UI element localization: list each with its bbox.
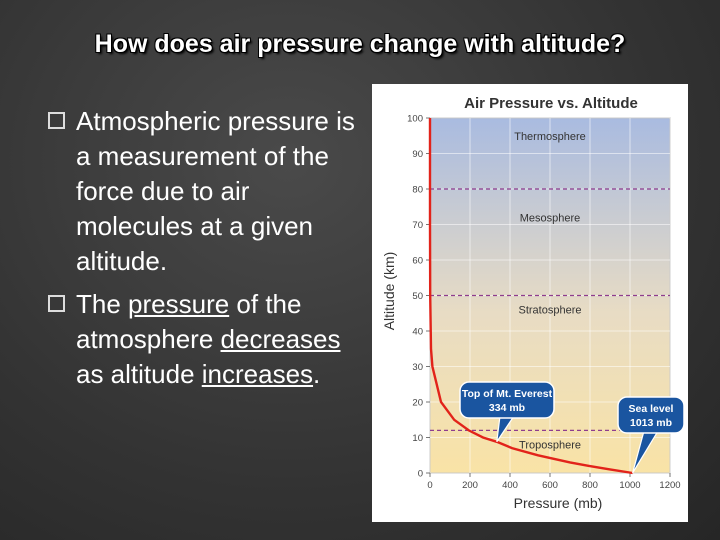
y-tick-label: 70 <box>412 220 423 231</box>
x-axis-label: Pressure (mb) <box>514 495 603 511</box>
y-tick-label: 10 <box>412 433 423 444</box>
x-tick-label: 600 <box>542 480 558 491</box>
y-tick-label: 60 <box>412 256 423 267</box>
bullet-text: Atmospheric pressure is a measurement of… <box>76 106 355 276</box>
callout-box <box>617 396 685 434</box>
bullet-list: Atmospheric pressure is a measurement of… <box>48 104 368 400</box>
callout-value: 334 mb <box>489 402 525 414</box>
y-tick-label: 50 <box>412 291 423 302</box>
slide-title: How does air pressure change with altitu… <box>94 30 626 58</box>
callout-box <box>459 381 555 419</box>
bullet-text-prefix: The <box>76 289 129 319</box>
chart-title: Air Pressure vs. Altitude <box>464 95 638 112</box>
y-tick-label: 80 <box>412 185 423 196</box>
callout-title: Sea level <box>629 403 674 415</box>
y-tick-label: 20 <box>412 398 423 409</box>
x-tick-label: 800 <box>582 480 598 491</box>
bullet-text-suffix: . <box>313 359 321 389</box>
bullet-text-mid: as altitude <box>76 359 202 389</box>
layer-label: Stratosphere <box>519 305 582 317</box>
y-tick-label: 40 <box>412 327 423 338</box>
keyword-decreases: decreases <box>220 324 341 354</box>
x-tick-label: 200 <box>462 480 478 491</box>
layer-label: Mesosphere <box>520 212 581 224</box>
bullet-item: Atmospheric pressure is a measurement of… <box>48 104 368 279</box>
pressure-curve <box>428 118 633 475</box>
y-tick-label: 30 <box>412 362 423 373</box>
pressure-altitude-chart: Air Pressure vs. Altitude Thermosphere Me… <box>381 95 685 511</box>
x-tick-label: 1000 <box>619 480 640 491</box>
y-axis-label: Altitude (km) <box>381 252 397 331</box>
layer-label: Thermosphere <box>514 131 586 143</box>
x-tick-label: 400 <box>502 480 518 491</box>
keyword-pressure: pressure <box>128 289 230 319</box>
y-tick-label: 0 <box>418 469 423 480</box>
bullet-text-mid: of the atmosphere <box>76 289 302 354</box>
bullet-box-icon <box>48 295 65 312</box>
chart-panel: Air Pressure vs. Altitude Thermosphere Me… <box>372 84 688 522</box>
callout-title: Top of Mt. Everest <box>462 388 553 400</box>
y-tick-label: 100 <box>407 114 423 125</box>
x-tick-label: 0 <box>427 480 432 491</box>
x-tick-label: 1200 <box>659 480 680 491</box>
bullet-box-icon <box>48 112 65 129</box>
bullet-item: The pressure of the atmosphere decreases… <box>48 287 368 392</box>
callout-value: 1013 mb <box>630 417 672 429</box>
layer-label: Troposphere <box>519 440 581 452</box>
y-tick-label: 90 <box>412 149 423 160</box>
keyword-increases: increases <box>201 359 314 389</box>
